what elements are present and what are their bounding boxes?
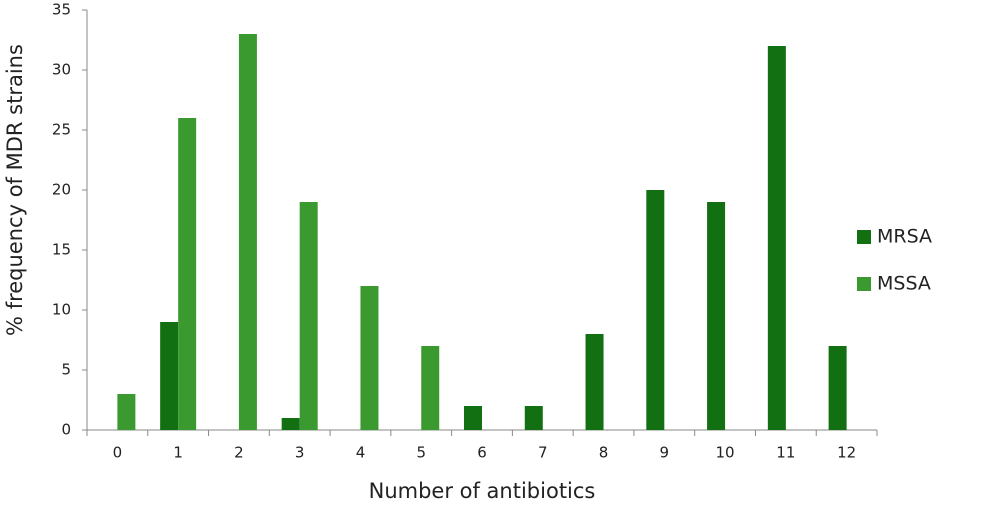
bar <box>524 406 543 430</box>
y-tick-label: 30 <box>52 61 71 79</box>
x-axis-title: Number of antibiotics <box>369 479 596 503</box>
x-tick-label: 10 <box>716 444 735 462</box>
bar <box>421 346 440 430</box>
x-tick-label: 12 <box>837 444 856 462</box>
bar <box>585 334 604 430</box>
y-tick-label: 10 <box>52 301 71 319</box>
bar <box>160 322 179 430</box>
bar <box>360 286 379 430</box>
bar <box>828 346 847 430</box>
x-tick-label: 0 <box>113 444 123 462</box>
y-tick-label: 25 <box>52 121 71 139</box>
legend-label: MSSA <box>877 273 931 295</box>
bar <box>299 202 318 430</box>
legend-label: MRSA <box>877 226 932 248</box>
x-tick-label: 9 <box>660 444 670 462</box>
y-tick-label: 15 <box>52 241 71 259</box>
legend-swatch <box>857 277 871 291</box>
x-tick-label: 7 <box>538 444 548 462</box>
x-tick-label: 6 <box>477 444 487 462</box>
y-tick-label: 5 <box>61 361 71 379</box>
legend-swatch <box>857 230 871 244</box>
bar <box>646 190 665 430</box>
bar <box>178 118 197 430</box>
x-tick-label: 2 <box>234 444 244 462</box>
y-tick-label: 0 <box>61 421 71 439</box>
x-tick-label: 4 <box>356 444 366 462</box>
y-tick-label: 20 <box>52 181 71 199</box>
x-tick-label: 5 <box>416 444 426 462</box>
x-tick-label: 1 <box>173 444 183 462</box>
bar <box>238 34 257 430</box>
bar <box>707 202 726 430</box>
x-tick-label: 8 <box>599 444 609 462</box>
x-tick-label: 11 <box>776 444 795 462</box>
y-axis-title: % frequency of MDR strains <box>3 44 27 336</box>
bar <box>117 394 136 430</box>
bar <box>281 418 300 430</box>
y-tick-label: 35 <box>52 1 71 19</box>
bar <box>464 406 482 430</box>
x-tick-label: 3 <box>295 444 305 462</box>
bar <box>767 46 786 430</box>
